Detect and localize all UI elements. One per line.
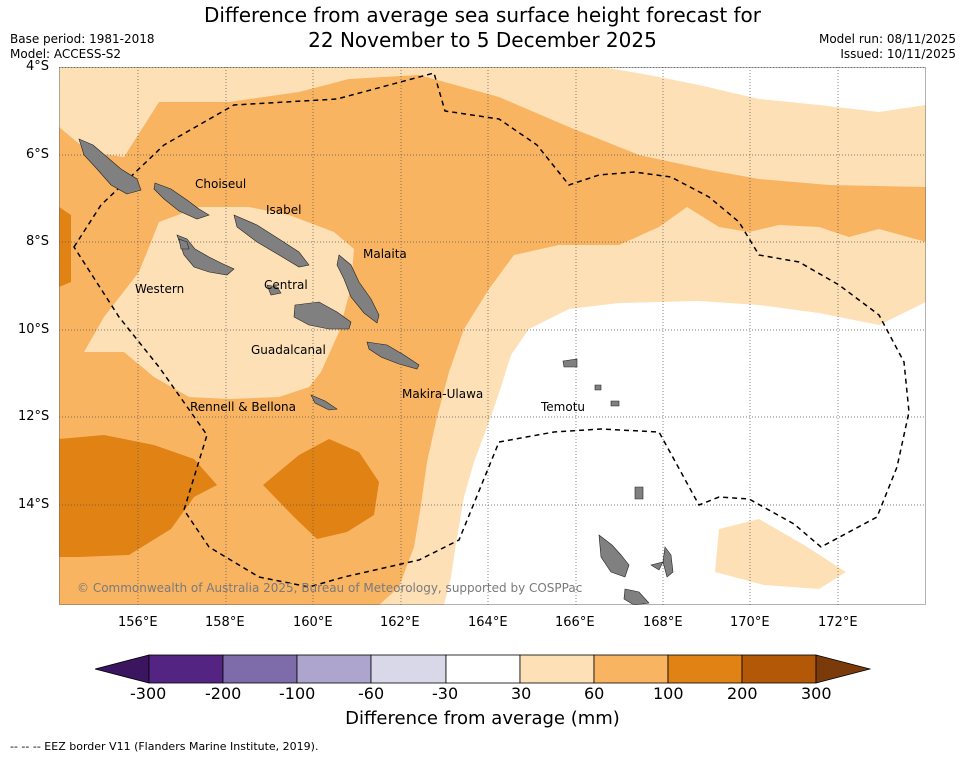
colorbar-tick: -200 [205, 684, 242, 703]
forecast-map: Choiseul Isabel Malaita Western Central … [59, 67, 926, 605]
eez-border [73, 72, 910, 588]
lon-label: 164°E [468, 615, 508, 630]
lat-label: 12°S [18, 409, 50, 424]
lon-label: 172°E [818, 615, 858, 630]
issued-date: Issued: 10/11/2025 [840, 47, 956, 61]
model-run: Model run: 08/11/2025 [818, 32, 956, 46]
colorbar-bin [667, 654, 743, 684]
province-labels: Choiseul Isabel Malaita Western Central … [135, 177, 585, 414]
colorbar-tick: 60 [584, 684, 605, 703]
label-isabel: Isabel [266, 203, 301, 217]
island-malaita [336, 254, 380, 324]
map-frame [59, 67, 926, 605]
lat-label: 10°S [18, 322, 50, 337]
shade-light-patch [715, 519, 846, 589]
colorbar-bin [370, 654, 447, 684]
colorbar-tick: -60 [358, 684, 385, 703]
island-pentecost [650, 561, 664, 571]
footnote: -- -- -- EEZ border V11 (Flanders Marine… [10, 740, 319, 753]
title-line-1: Difference from average sea surface heig… [203, 3, 762, 27]
colorbar-tick: -300 [130, 684, 167, 703]
label-choiseul: Choiseul [195, 177, 246, 191]
colorbar-bin [741, 654, 817, 684]
island-banks [634, 486, 644, 500]
colorbar-tick: 30 [511, 684, 532, 703]
lon-label: 166°E [555, 615, 595, 630]
label-temotu: Temotu [540, 400, 585, 414]
colorbar-tick: 100 [653, 684, 684, 703]
lat-label: 4°S [26, 59, 50, 74]
lat-label: 6°S [26, 147, 50, 162]
colorbar-bin [593, 654, 669, 684]
lon-label: 168°E [643, 615, 683, 630]
lon-label: 170°E [730, 615, 770, 630]
island-guadalcanal [293, 301, 352, 330]
shade-white-ne [602, 67, 926, 112]
island-isabel [233, 214, 310, 268]
label-malaita: Malaita [363, 247, 407, 261]
island-rennell [310, 394, 338, 411]
island-bougainville [78, 138, 142, 195]
island-espiritu-santo [598, 534, 630, 578]
base-period: Base period: 1981-2018 [10, 32, 155, 46]
colorbar-tick: -100 [279, 684, 316, 703]
label-western: Western [135, 282, 184, 296]
island-utupua [594, 384, 602, 391]
shade-white-east [444, 301, 926, 605]
lat-label: 8°S [26, 234, 50, 249]
colorbar-bin [222, 654, 298, 684]
colorbar-bin [445, 654, 521, 684]
title-line-2: 22 November to 5 December 2025 [308, 28, 657, 52]
label-makira-ulawa: Makira-Ulawa [402, 387, 483, 401]
model-name: Model: ACCESS-S2 [10, 47, 122, 61]
shade-100-200-south [263, 439, 379, 539]
copyright-text: © Commonwealth of Australia 2025, Bureau… [77, 581, 582, 595]
lat-label: 14°S [18, 497, 50, 512]
meta-left: Base period: 1981-2018 Model: ACCESS-S2 [10, 32, 155, 62]
colorbar-title: Difference from average (mm) [345, 708, 620, 729]
lon-label: 160°E [293, 615, 333, 630]
colorbar-tick: -30 [432, 684, 459, 703]
island-vanikoro [610, 400, 620, 407]
island-makira [366, 341, 420, 370]
label-central: Central [264, 278, 308, 292]
colorbar-bin [148, 654, 224, 684]
island-santa-cruz [562, 358, 578, 368]
shade-60-100 [59, 75, 926, 605]
island-malakula [623, 588, 650, 605]
colorbar-tick: 200 [727, 684, 758, 703]
lon-label: 158°E [205, 615, 245, 630]
colorbar-bin [519, 654, 595, 684]
lon-label: 156°E [118, 615, 158, 630]
shade-100-200-west [59, 207, 71, 287]
colorbar-low-arrow [95, 654, 150, 684]
colorbar [95, 654, 871, 684]
island-choiseul [153, 182, 210, 220]
island-vella [178, 238, 190, 250]
islands [78, 138, 674, 605]
colorbar-bin [296, 654, 372, 684]
island-central [266, 284, 282, 296]
label-guadalcanal: Guadalcanal [251, 343, 326, 357]
map-title: Difference from average sea surface heig… [0, 3, 965, 53]
colorbar-tick: 300 [801, 684, 832, 703]
colorbar-high-arrow [815, 654, 871, 684]
lon-label: 162°E [380, 615, 420, 630]
island-new-georgia [176, 234, 235, 276]
island-maewo [662, 546, 674, 578]
meta-right: Model run: 08/11/2025 Issued: 10/11/2025 [819, 32, 956, 62]
label-rennell-bellona: Rennell & Bellona [190, 400, 296, 414]
